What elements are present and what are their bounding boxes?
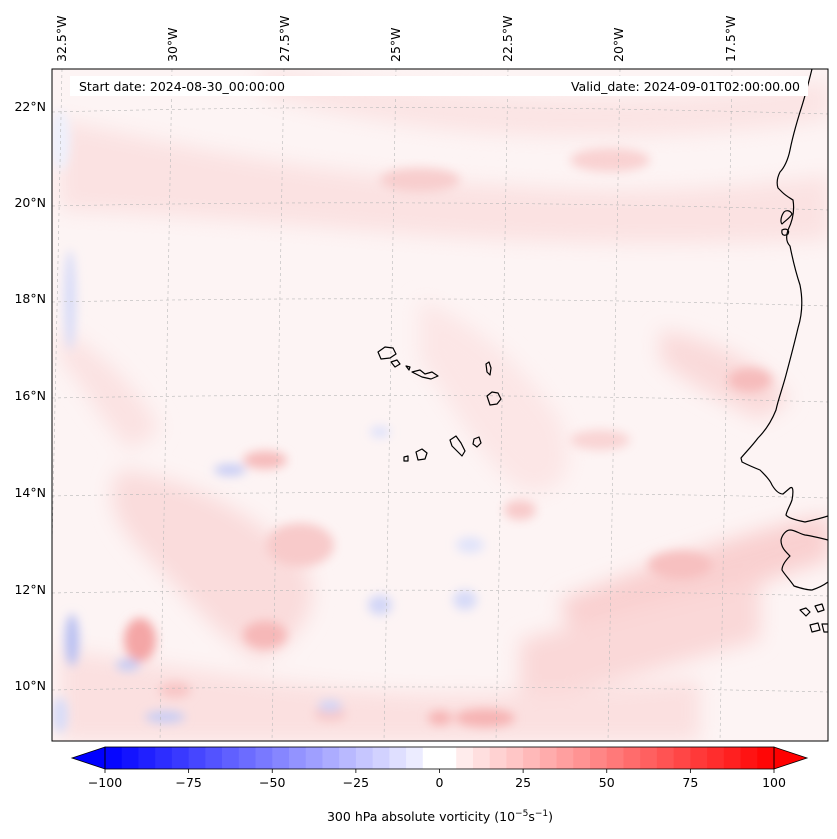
colorbar-tick-label: 0 (436, 775, 444, 790)
island-sao-vicente (390, 359, 401, 368)
colorbar-cell (389, 747, 407, 769)
colorbar-cell (205, 747, 223, 769)
lon-label: 30°W (165, 27, 180, 62)
colorbar-cell (272, 747, 290, 769)
colorbar-cell (121, 747, 139, 769)
colorbar-cell (573, 747, 591, 769)
colorbar-ticks: −100 −75 −50 −25 0 25 50 75 100 (88, 769, 786, 790)
colorbar-cell (105, 747, 123, 769)
colorbar-cell (422, 747, 440, 769)
lon-label: 17.5°W (723, 16, 738, 62)
coast-inlet-b (781, 228, 790, 236)
coast-inlet-a (780, 210, 793, 225)
colorbar-cell (222, 747, 240, 769)
vorticity-field (52, 69, 828, 741)
bijagos-islands (799, 603, 828, 633)
colorbar-cell (255, 747, 273, 769)
colorbar-cell (606, 747, 624, 769)
colorbar-cell (623, 747, 641, 769)
colorbar-cell (523, 747, 541, 769)
colorbar-cell (305, 747, 323, 769)
colorbar-cell (171, 747, 190, 769)
colorbar-cell (138, 747, 156, 769)
colorbar-cell (590, 747, 608, 769)
lat-labels: 22°N 20°N 18°N 16°N 14°N 12°N 10°N (14, 99, 46, 693)
island-santiago (449, 435, 466, 457)
island-sao-nicolau (411, 369, 439, 380)
island-maio (472, 436, 482, 448)
colorbar-tick-label: −50 (259, 775, 285, 790)
colorbar-cell (472, 747, 491, 769)
coastlines (377, 69, 828, 633)
island-boa-vista (486, 391, 502, 406)
lon-label: 25°W (388, 27, 403, 62)
colorbar-cell (406, 747, 424, 769)
colorbar-cell (439, 747, 457, 769)
colorbar-cell (556, 747, 574, 769)
africa-coastline-south (780, 529, 828, 591)
colorbar-cell (656, 747, 675, 769)
field-features (52, 110, 772, 733)
graticule (52, 69, 828, 741)
lon-label: 32.5°W (54, 16, 69, 62)
colorbar-extend-max (773, 746, 809, 770)
island-santo-antao (377, 346, 397, 360)
colorbar-cell (740, 747, 758, 769)
colorbar-cell (489, 747, 507, 769)
colorbar-cell (640, 747, 658, 769)
colorbar-cell (506, 747, 524, 769)
lat-label: 14°N (14, 485, 46, 500)
colorbar-tick-label: −75 (175, 775, 201, 790)
lon-label: 22.5°W (500, 16, 515, 62)
lat-label: 18°N (14, 291, 46, 306)
start-date-text: Start date: 2024-08-30_00:00:00 (79, 79, 285, 94)
colorbar-label: 300 hPa absolute vorticity (10−5s−1) (327, 809, 553, 824)
lon-label: 20°W (611, 27, 626, 62)
island-fogo (415, 448, 428, 461)
colorbar-tick-label: −25 (343, 775, 369, 790)
island-sal (485, 361, 492, 376)
colorbar-cell (673, 747, 691, 769)
colorbar-tick-label: −100 (88, 775, 122, 790)
colorbar-extend-min (70, 746, 106, 770)
lon-label: 27.5°W (277, 16, 292, 62)
lat-label: 16°N (14, 388, 46, 403)
colorbar-tick-label: 75 (682, 775, 698, 790)
colorbar-cell (456, 747, 474, 769)
island-brava (403, 455, 409, 462)
colorbar-cell (539, 747, 557, 769)
header-box (70, 76, 808, 96)
colorbar-cell (238, 747, 256, 769)
colorbar-cell (155, 747, 173, 769)
colorbar-cell (339, 747, 357, 769)
valid-date-text: Valid_date: 2024-09-01T02:00:00.00 (571, 79, 800, 94)
colorbar-cells (105, 747, 775, 769)
colorbar-tick-label: 25 (515, 775, 531, 790)
colorbar-cell (322, 747, 340, 769)
africa-coastline-north (740, 69, 828, 523)
colorbar-cell (372, 747, 390, 769)
colorbar-cell (723, 747, 741, 769)
colorbar-cell (690, 747, 708, 769)
lat-label: 12°N (14, 582, 46, 597)
colorbar-cell (707, 747, 725, 769)
colorbar-tick-label: 50 (599, 775, 615, 790)
lat-label: 22°N (14, 99, 46, 114)
colorbar-cell (757, 747, 775, 769)
lat-label: 10°N (14, 678, 46, 693)
colorbar: −100 −75 −50 −25 0 25 50 75 100 300 hPa absolute… (70, 746, 809, 824)
colorbar-cell (355, 747, 374, 769)
colorbar-tick-label: 100 (762, 775, 786, 790)
colorbar-cell (288, 747, 307, 769)
colorbar-cell (188, 747, 206, 769)
lon-labels: 32.5°W 30°W 27.5°W 25°W 22.5°W 20°W 17.5… (54, 16, 738, 62)
map-frame (51, 68, 829, 742)
island-santa-luzia (405, 365, 411, 371)
lat-label: 20°N (14, 195, 46, 210)
